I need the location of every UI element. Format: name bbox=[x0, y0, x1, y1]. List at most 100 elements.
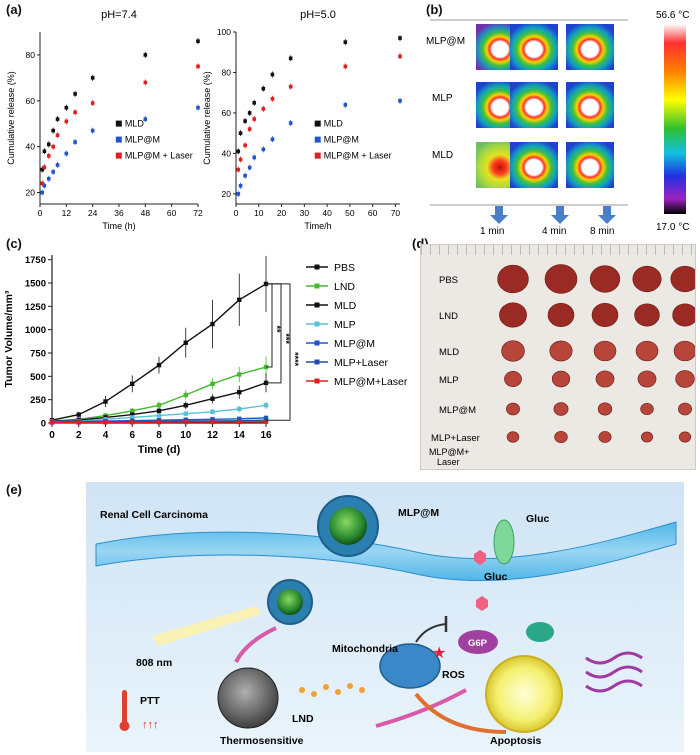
panel-d-tumor-photo: PBS LND MLD MLP MLP@M MLP+Laser MLP@M+ Laser bbox=[420, 244, 696, 470]
tumor-row-label: MLD bbox=[439, 347, 459, 358]
glucose-hexagon-icon bbox=[474, 550, 486, 565]
y-tick-label: 40 bbox=[222, 148, 232, 158]
legend-marker bbox=[314, 136, 321, 143]
x-axis-label: Time/h bbox=[304, 221, 331, 231]
data-point bbox=[130, 412, 135, 417]
tumor-sample bbox=[672, 303, 695, 327]
colorbar-max-label: 56.6 °C bbox=[656, 10, 689, 21]
legend-marker bbox=[314, 152, 321, 159]
tumor-sample bbox=[553, 402, 569, 416]
y-axis-label: Cumulative release (%) bbox=[6, 71, 16, 165]
mlpm-label: MLP@M bbox=[398, 507, 439, 519]
ptt-label: PTT bbox=[140, 695, 160, 707]
tumor-sample bbox=[597, 402, 613, 416]
x-tick-label: 6 bbox=[129, 430, 135, 441]
data-point bbox=[263, 403, 269, 408]
tumor-row-label: Laser bbox=[437, 457, 460, 467]
tumor-sample bbox=[506, 402, 520, 416]
y-axis-label: Cumulative release (%) bbox=[202, 71, 212, 165]
legend-label: MLD bbox=[125, 119, 145, 129]
thermal-image bbox=[510, 82, 558, 128]
chart-title: pH=7.4 bbox=[101, 9, 137, 21]
thermal-row-label: MLP@M bbox=[426, 36, 465, 47]
y-tick-label: 750 bbox=[30, 349, 46, 360]
panel-label-e: (e) bbox=[6, 482, 22, 497]
tumor-sample bbox=[499, 302, 527, 328]
data-point bbox=[76, 412, 81, 417]
thermosensitive-particle-icon bbox=[217, 667, 279, 729]
data-point bbox=[183, 411, 188, 416]
apoptotic-cell-icon bbox=[485, 655, 563, 733]
g6p-label: G6P bbox=[468, 638, 488, 649]
data-point bbox=[156, 419, 162, 425]
significance-label: ** bbox=[272, 325, 282, 333]
tumor-row-label: MLP@M bbox=[439, 405, 476, 416]
data-point bbox=[130, 381, 135, 386]
x-tick-label: 14 bbox=[234, 430, 246, 441]
lnd-molecules-icon bbox=[299, 683, 365, 697]
x-tick-label: 50 bbox=[345, 208, 355, 218]
legend-label: LND bbox=[334, 281, 355, 293]
significance-label: *** bbox=[281, 333, 291, 344]
tumor-sample bbox=[632, 265, 662, 293]
legend-label: MLP@M bbox=[125, 135, 160, 145]
x-tick-label: 0 bbox=[49, 430, 55, 441]
legend-marker bbox=[314, 283, 320, 289]
tumor-row-label: MLP bbox=[439, 375, 459, 386]
x-tick-label: 10 bbox=[254, 208, 264, 218]
y-tick-label: 0 bbox=[41, 419, 46, 430]
time-label: 4 min bbox=[542, 226, 566, 235]
heat-arrows-icon: ↑↑↑ bbox=[142, 719, 159, 731]
laser-beam-icon bbox=[152, 606, 262, 646]
tumor-sample bbox=[595, 370, 615, 388]
tumor-sample bbox=[547, 302, 575, 327]
y-tick-label: 80 bbox=[26, 50, 36, 60]
legend-label: MLD bbox=[334, 300, 357, 312]
x-tick-label: 60 bbox=[167, 208, 177, 218]
thermometer-bulb-icon bbox=[119, 721, 130, 731]
panel-label-a: (a) bbox=[6, 2, 22, 17]
data-point bbox=[237, 419, 242, 425]
tumor-sample bbox=[670, 265, 695, 293]
significance-bracket bbox=[266, 283, 282, 384]
tumor-sample bbox=[634, 303, 660, 327]
data-point bbox=[183, 403, 188, 408]
er-icon bbox=[585, 651, 643, 665]
legend-label: MLD bbox=[324, 119, 344, 129]
tumor-sample bbox=[641, 431, 653, 443]
legend-marker bbox=[314, 378, 320, 384]
significance-label: **** bbox=[290, 352, 300, 367]
x-tick-label: 40 bbox=[322, 208, 332, 218]
y-tick-label: 1750 bbox=[25, 255, 46, 266]
x-tick-label: 36 bbox=[114, 208, 124, 218]
legend-marker bbox=[314, 120, 321, 127]
tumor-grid: PBS LND MLD MLP MLP@M MLP+Laser MLP@M+Laser bbox=[429, 264, 695, 467]
thermal-image bbox=[566, 142, 614, 188]
protein-icon bbox=[526, 622, 554, 642]
legend-marker bbox=[115, 152, 122, 159]
data-point bbox=[237, 297, 242, 302]
tumor-sample bbox=[673, 340, 695, 362]
tumor-sample bbox=[591, 302, 619, 327]
x-axis-label: Time (d) bbox=[138, 444, 181, 456]
thermal-image bbox=[566, 24, 614, 70]
y-axis-label: Tumor Volume/mm³ bbox=[3, 290, 15, 388]
data-point bbox=[183, 340, 188, 345]
tumor-sample bbox=[589, 265, 621, 293]
mitochondria-label: Mitochondria bbox=[332, 643, 398, 655]
gluc-transporter-icon bbox=[493, 519, 515, 565]
data-point bbox=[263, 419, 269, 424]
significance-bracket bbox=[266, 283, 291, 421]
legend-marker bbox=[314, 321, 320, 327]
tumor-row-label: MLP+Laser bbox=[431, 433, 480, 444]
ros-star-icon: ★ bbox=[432, 645, 446, 662]
x-tick-label: 4 bbox=[103, 430, 109, 441]
x-tick-label: 72 bbox=[193, 208, 203, 218]
y-tick-label: 40 bbox=[26, 142, 36, 152]
lnd-label: LND bbox=[292, 713, 314, 725]
data-point bbox=[237, 406, 242, 412]
data-point bbox=[103, 420, 108, 425]
x-tick-label: 8 bbox=[156, 430, 162, 441]
temperature-colorbar bbox=[664, 24, 686, 214]
tumor-sample bbox=[678, 402, 692, 416]
